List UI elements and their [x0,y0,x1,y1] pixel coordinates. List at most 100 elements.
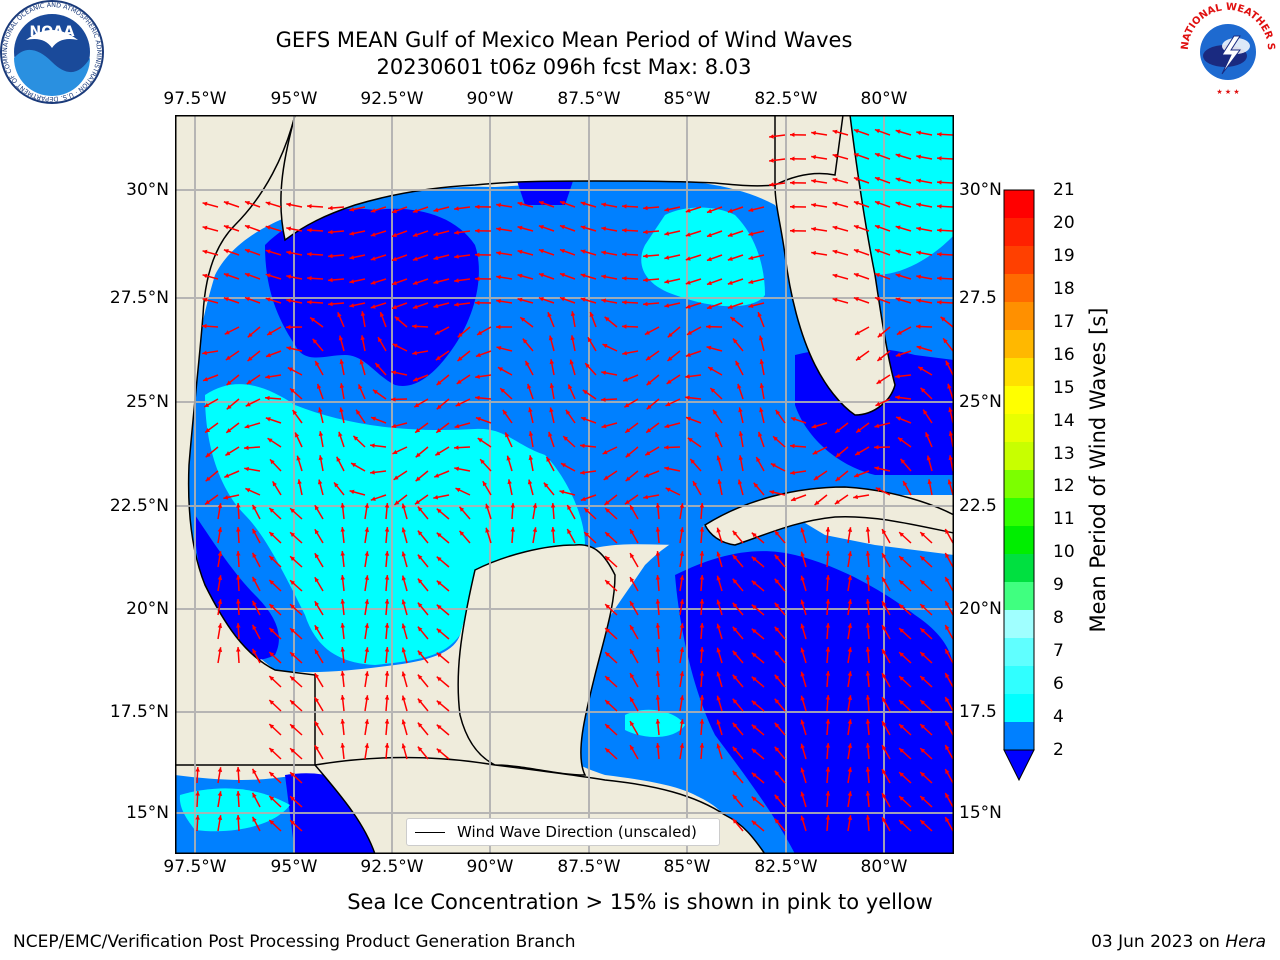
wind-arrow-head [732,722,738,728]
wind-arrow-head [580,201,586,206]
wind-arrow-head [751,748,757,754]
lon-label-bottom: 82.5°W [754,857,818,877]
wind-arrow-head [364,719,370,724]
wind-arrow-head [945,816,950,822]
wind-arrow-head [916,345,922,350]
wind-arrow-head [223,225,229,230]
wind-arrow-head [543,482,549,488]
lat-label-left: 22.5°N [109,496,169,516]
wind-arrow-head [370,304,376,309]
wind-arrow-head [716,719,721,725]
wind-arrow-head [716,623,721,629]
wind-arrow-head [559,489,565,495]
wind-arrow-head [328,301,333,307]
wind-arrow-head [847,695,853,700]
wind-arrow-head [338,431,343,437]
wind-arrow-head [401,647,407,653]
wind-arrow-head [349,255,355,260]
nws-logo: NATIONAL WEATHER SERVICE ★ ★ ★ [1178,0,1276,98]
wind-arrow-head [379,311,385,317]
wind-arrow-head [217,599,223,605]
wind-arrow-head [195,791,200,796]
wind-arrow-head [236,575,241,580]
wind-arrow-head [454,423,460,429]
mexico-land [175,115,316,766]
wind-arrow-head [269,748,275,753]
wind-arrow-head [685,208,691,213]
wind-arrow-head [916,298,922,304]
wind-arrow-head [624,499,630,505]
wind-arrow-head [693,481,698,487]
wind-arrow-head [753,482,759,488]
wind-arrow-head [865,551,871,556]
wind-arrow-head [943,338,948,344]
wind-arrow-head [307,204,312,209]
colorbar-swatch [1004,638,1034,667]
wind-arrow-head [244,272,250,278]
wind-arrow-head [800,527,805,533]
wind-arrow-head [244,224,250,230]
wind-arrow-head [825,743,831,748]
wind-arrow-head [882,601,887,607]
wind-arrow-head [340,623,346,628]
wind-arrow-head [756,456,761,462]
wind-arrow-head [433,255,439,261]
wind-arrow-head [223,249,229,254]
wind-arrow-head [882,625,887,631]
wind-arrow-head [874,176,880,182]
wind-arrow-head [297,479,302,485]
wind-arrow-head [832,249,838,255]
wind-arrow-head [748,279,754,285]
wind-arrow-head [716,527,721,533]
wind-arrow-head [334,482,339,488]
wind-arrow-head [205,499,210,505]
wind-arrow-head [269,556,275,561]
map-panel [175,115,954,854]
wind-arrow-head [570,335,575,341]
wind-arrow-head [527,479,533,485]
wind-arrow-head [630,649,635,655]
wind-arrow-head [401,719,407,725]
wind-arrow-head [790,132,795,138]
wind-arrow-head [328,205,333,211]
wind-arrow-head [269,604,275,609]
wind-arrow-head [655,623,661,628]
wind-arrow-head [475,395,480,401]
wind-arrow-head [475,228,480,234]
wind-arrow-head [748,255,754,261]
wind-arrow-head [882,577,887,583]
wind-arrow-head [340,671,346,676]
wind-arrow-head [706,345,712,351]
wind-arrow-head [644,330,650,335]
colorbar-swatch [1004,694,1034,723]
wind-arrow-head [247,332,253,338]
wind-arrow-head [435,355,441,361]
wind-arrow-head [948,431,954,437]
wind-arrow-head [937,132,942,137]
wind-arrow-head [813,475,819,481]
lon-label-bottom: 92.5°W [360,857,424,877]
wind-arrow-head [569,359,574,365]
wind-arrow-head [417,650,423,656]
wind-arrow-head [391,280,397,286]
wind-arrow-head [436,628,442,634]
wind-arrow-head [567,504,572,510]
wind-arrow-head [384,575,390,580]
colorbar-tick-label: 18 [1053,278,1075,299]
wind-arrow-head [457,332,463,338]
wind-arrow-head [236,527,241,532]
lon-label-bottom: 87.5°W [557,857,621,877]
wind-arrow-head [496,298,501,304]
wind-arrow-head [252,528,257,534]
wind-arrow-head [769,182,774,187]
wind-arrow-head [496,250,501,256]
wind-arrow-head [225,451,231,456]
wind-arrow-head [825,767,831,772]
wind-arrow-head [314,529,320,535]
wind-arrow-head [899,796,905,801]
wind-arrow-head [751,556,757,562]
wind-arrow-head [847,527,853,532]
wind-arrow-head [318,431,324,437]
wind-arrow-head [475,300,480,306]
colorbar [1003,189,1035,782]
